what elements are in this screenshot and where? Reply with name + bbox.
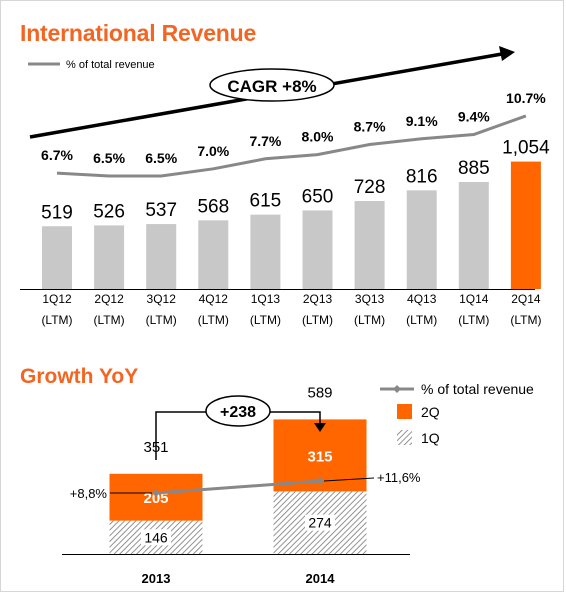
bar-1 xyxy=(42,226,72,289)
bar-5 xyxy=(250,214,281,289)
bar-value-label-3: 537 xyxy=(145,200,177,221)
value-label-1q-2014: 274 xyxy=(308,515,332,531)
percent-label-2: 6.5% xyxy=(93,150,125,166)
percent-marker-2013 xyxy=(152,489,160,497)
bar-value-label-8: 816 xyxy=(406,166,438,187)
x-category-2013: 2013 xyxy=(142,571,171,586)
legend-label-line: % of total revenue xyxy=(421,381,534,397)
bar-4 xyxy=(198,220,229,289)
x-tick-label-5: 1Q13 xyxy=(251,292,281,306)
legend-line-label: % of total revenue xyxy=(66,59,155,71)
bar-3 xyxy=(146,224,177,289)
percent-label-8: 9.1% xyxy=(406,113,438,129)
percent-leader-2014 xyxy=(323,477,375,482)
legend-swatch-1q xyxy=(397,430,412,445)
percent-label-2014: +11,6% xyxy=(377,470,421,485)
x-tick-sublabel-9: (LTM) xyxy=(458,313,489,327)
bar-value-label-2: 526 xyxy=(93,201,125,222)
bar-7 xyxy=(354,200,385,289)
percent-label-9: 9.4% xyxy=(458,109,490,125)
chart-title-growth-yoy: Growth YoY xyxy=(20,365,139,388)
chart-title-international-revenue: International Revenue xyxy=(20,20,257,46)
x-tick-sublabel-8: (LTM) xyxy=(406,313,437,327)
percent-label-5: 7.7% xyxy=(249,133,281,149)
percent-label-3: 6.5% xyxy=(145,150,177,166)
difference-arrow-head xyxy=(314,423,326,432)
cagr-oval xyxy=(209,68,335,102)
percent-label-7: 8.7% xyxy=(354,119,386,135)
x-tick-label-3: 3Q12 xyxy=(147,292,177,306)
bar-value-label-10: 1,054 xyxy=(502,138,550,159)
label-bg-1q-2013 xyxy=(141,529,171,546)
value-label-1q-2013: 146 xyxy=(144,529,168,545)
percent-label-6: 8.0% xyxy=(302,129,334,145)
bar-10 xyxy=(510,161,541,289)
x-category-2014: 2014 xyxy=(306,571,336,586)
percent-label-1: 6.7% xyxy=(41,147,73,163)
x-tick-sublabel-4: (LTM) xyxy=(198,313,229,327)
legend-label-1q: 1Q xyxy=(421,430,440,446)
bar-value-label-5: 615 xyxy=(250,191,282,212)
cagr-arrow-head xyxy=(499,46,515,61)
x-tick-sublabel-3: (LTM) xyxy=(146,313,177,327)
x-tick-sublabel-6: (LTM) xyxy=(302,313,333,327)
bar-value-label-6: 650 xyxy=(302,186,334,207)
x-tick-label-2: 2Q12 xyxy=(94,292,124,306)
bar-value-label-4: 568 xyxy=(197,196,229,217)
x-tick-sublabel-1: (LTM) xyxy=(41,313,72,327)
percent-label-2013: +8,8% xyxy=(70,486,108,501)
x-tick-sublabel-2: (LTM) xyxy=(94,313,125,327)
x-tick-label-9: 1Q14 xyxy=(459,292,489,306)
bar-value-label-7: 728 xyxy=(354,177,386,198)
value-label-2q-2014: 315 xyxy=(307,448,332,465)
legend-label-2q: 2Q xyxy=(421,404,440,420)
value-label-2q-2013: 205 xyxy=(143,490,168,507)
x-tick-label-8: 4Q13 xyxy=(407,292,437,306)
x-tick-label-4: 4Q12 xyxy=(199,292,229,306)
x-tick-label-7: 3Q13 xyxy=(355,292,385,306)
percent-label-10: 10.7% xyxy=(506,90,546,106)
percent-marker-2014 xyxy=(316,477,324,485)
difference-label: +238 xyxy=(220,404,256,421)
x-tick-label-1: 1Q12 xyxy=(42,292,72,306)
percent-line-2 xyxy=(155,479,321,495)
x-tick-label-10: 2Q14 xyxy=(511,292,541,306)
bar-8 xyxy=(406,190,437,289)
x-tick-sublabel-5: (LTM) xyxy=(250,313,281,327)
percent-label-4: 7.0% xyxy=(197,143,229,159)
bar-value-label-1: 519 xyxy=(41,202,73,223)
bar-value-label-9: 885 xyxy=(458,158,490,179)
bar-9 xyxy=(458,182,489,289)
percent-line-series xyxy=(56,114,527,178)
international-revenue-chart: % of total revenue CAGR +8% 519 1Q12 (LTM) 52… xyxy=(20,46,550,327)
x-tick-sublabel-10: (LTM) xyxy=(510,313,541,327)
legend-swatch-2q xyxy=(397,404,412,419)
cagr-label: CAGR +8% xyxy=(227,77,316,96)
bar-2 xyxy=(94,225,125,289)
bar-2q-2013 xyxy=(109,473,203,521)
x-tick-label-6: 2Q13 xyxy=(303,292,333,306)
difference-oval xyxy=(205,395,271,427)
bar-6 xyxy=(302,210,333,289)
label-bg-1q-2014 xyxy=(305,514,335,531)
x-tick-sublabel-7: (LTM) xyxy=(354,313,385,327)
total-label-2014: 589 xyxy=(307,384,332,401)
legend-line-marker-2 xyxy=(393,385,401,393)
